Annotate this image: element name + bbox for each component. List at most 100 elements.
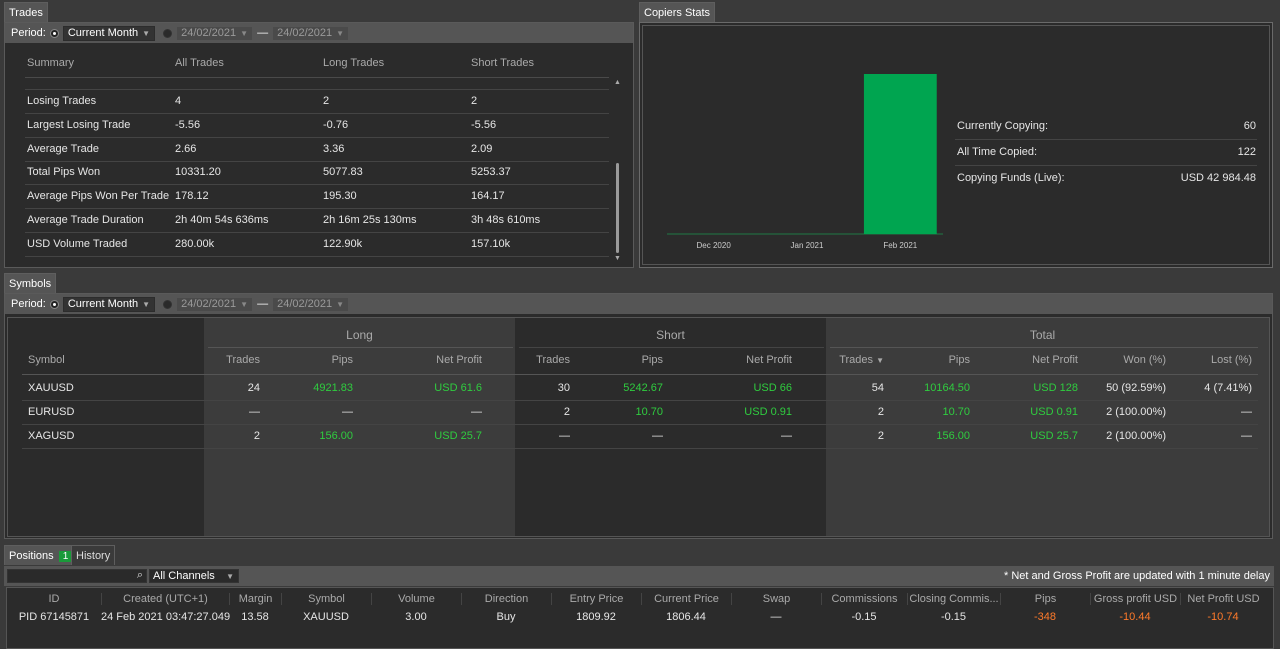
date-from-input[interactable]: 24/02/2021 ▼: [176, 296, 254, 312]
summary-row-label: USD Volume Traded: [27, 237, 128, 250]
tab-trades[interactable]: Trades: [4, 2, 48, 22]
sort-desc-icon: ▼: [876, 356, 884, 365]
symbol-cell-lnp: USD 25.7: [434, 430, 482, 442]
chart-x-tick-label: Dec 2020: [697, 241, 732, 250]
symbol-cell-lp: —: [342, 406, 353, 418]
symbol-cell-won: 2 (100.00%): [1106, 430, 1166, 442]
column-header-long-net-profit[interactable]: Net Profit: [436, 354, 482, 366]
positions-search-input[interactable]: ⌕: [7, 569, 147, 583]
search-icon[interactable]: ⌕: [136, 569, 143, 581]
copiers-inner: Dec 2020 Jan 2021 Feb 2021 Currently Copyi…: [642, 25, 1270, 265]
column-header-commissions[interactable]: Commissions: [821, 593, 907, 605]
summary-cell-short: 164.17: [471, 190, 505, 203]
period-select[interactable]: Current Month ▼: [62, 296, 156, 312]
date-from-input[interactable]: 24/02/2021 ▼: [176, 25, 254, 41]
copiers-stat-label: All Time Copied:: [957, 146, 1038, 158]
column-header-swap[interactable]: Swap: [731, 593, 821, 605]
column-header-total-pips[interactable]: Pips: [948, 354, 970, 366]
symbol-cell-tnp: USD 25.7: [1030, 430, 1078, 442]
column-header-symbol[interactable]: Symbol: [281, 593, 371, 605]
summary-row-label: Total Pips Won: [27, 166, 101, 179]
summary-cell-all: 2.66: [175, 142, 197, 155]
period-radio-custom[interactable]: [163, 299, 173, 309]
tab-history[interactable]: History: [71, 545, 116, 565]
copiers-stat-value: 122: [1237, 146, 1256, 158]
chevron-down-icon: ▼: [240, 299, 249, 309]
position-cell-swap: —: [770, 611, 782, 623]
column-header-total-trades[interactable]: Trades ▼: [808, 354, 884, 366]
symbol-name: EURUSD: [28, 406, 75, 418]
group-header-total: Total: [1029, 328, 1056, 342]
scroll-up-icon[interactable]: ▲: [614, 79, 621, 86]
symbol-cell-won: 2 (100.00%): [1106, 406, 1166, 418]
channel-select[interactable]: All Channels ▼: [149, 569, 239, 583]
positions-count-badge: 1: [58, 551, 73, 562]
period-select-value: Current Month: [67, 297, 139, 310]
summary-cell-all: -5.56: [175, 118, 201, 131]
column-header-long-pips[interactable]: Pips: [331, 354, 353, 366]
symbol-cell-sp: —: [652, 430, 663, 442]
chart-bar-2[interactable]: [863, 74, 937, 234]
column-header-id[interactable]: ID: [48, 593, 60, 605]
summary-cell-long: 2: [323, 95, 330, 107]
symbol-cell-lt: 2: [253, 430, 260, 442]
column-header-pips[interactable]: Pips: [1000, 593, 1090, 605]
symbol-cell-tp: 156.00: [936, 430, 970, 442]
date-to-input[interactable]: 24/02/2021 ▼: [272, 296, 350, 312]
position-cell-symbol: XAUUSD: [303, 611, 349, 623]
symbol-cell-lnp: —: [471, 406, 482, 418]
summary-cell-short: 3h 48s 610ms: [471, 214, 541, 226]
column-header-gross-profit[interactable]: Gross profit USD: [1090, 593, 1180, 605]
row-divider: [955, 139, 1257, 140]
long-group-bg: [204, 318, 515, 536]
group-divider: [519, 347, 824, 348]
symbol-name: XAUUSD: [28, 382, 74, 394]
symbol-cell-tnp: USD 0.91: [1030, 406, 1078, 418]
symbol-cell-snp: USD 66: [753, 382, 792, 394]
chart-x-tick-label: Jan 2021: [791, 241, 824, 250]
summary-cell-long: 122.90k: [323, 237, 363, 250]
period-radio-custom[interactable]: [163, 28, 173, 38]
total-trades-label: Trades: [839, 354, 874, 366]
symbol-cell-won: 50 (92.59%): [1106, 382, 1166, 394]
column-header-short-net-profit[interactable]: Net Profit: [746, 354, 792, 366]
column-header-short-pips[interactable]: Pips: [641, 354, 663, 366]
scroll-down-icon[interactable]: ▼: [614, 255, 621, 262]
symbol-cell-lt: 24: [247, 382, 260, 394]
summary-cell-short: 2.09: [471, 142, 493, 155]
column-header-long-trades[interactable]: Trades: [226, 354, 260, 366]
symbol-cell-lt: —: [249, 406, 260, 418]
column-header-margin[interactable]: Margin: [229, 593, 281, 605]
summary-cell-all: 280.00k: [175, 237, 215, 250]
column-header-net-profit[interactable]: Net Profit USD: [1180, 593, 1266, 605]
column-header-won[interactable]: Won (%): [1123, 354, 1166, 366]
column-header-closing-commissions[interactable]: Closing Commis...: [907, 593, 1000, 605]
tab-positions[interactable]: Positions 1: [4, 545, 78, 565]
date-to-input[interactable]: 24/02/2021 ▼: [272, 25, 350, 41]
tab-copiers-stats[interactable]: Copiers Stats: [639, 2, 716, 22]
chart-x-tick-label: Feb 2021: [883, 241, 917, 250]
summary-row-label: Losing Trades: [27, 95, 97, 107]
column-header-direction[interactable]: Direction: [461, 593, 551, 605]
column-header-lost[interactable]: Lost (%): [1211, 354, 1252, 366]
column-header-total-net-profit[interactable]: Net Profit: [1032, 354, 1078, 366]
column-header-created[interactable]: Created (UTC+1): [101, 593, 229, 605]
column-header-current-price[interactable]: Current Price: [641, 593, 731, 605]
period-radio-preset[interactable]: [49, 28, 59, 38]
column-header-volume[interactable]: Volume: [371, 593, 461, 605]
column-header-symbol[interactable]: Symbol: [28, 354, 65, 366]
period-select-value: Current Month: [67, 26, 139, 39]
period-radio-preset[interactable]: [49, 299, 59, 309]
row-divider: [25, 160, 609, 162]
period-label: Period:: [11, 298, 46, 310]
positions-toolbar: ⌕ All Channels ▼ * Net and Gross Profit …: [4, 566, 1274, 586]
column-header-entry-price[interactable]: Entry Price: [551, 593, 641, 605]
scroll-thumb[interactable]: [616, 163, 619, 253]
symbol-cell-tnp: USD 128: [1033, 382, 1078, 394]
trades-scrollbar[interactable]: ▲ ▼: [613, 79, 623, 265]
period-select[interactable]: Current Month ▼: [62, 25, 156, 41]
positions-table: ID Created (UTC+1) Margin Symbol Volume Direc…: [6, 587, 1274, 649]
column-header-short-trades[interactable]: Trades: [536, 354, 570, 366]
tab-symbols[interactable]: Symbols: [4, 273, 57, 293]
symbol-cell-lnp: USD 61.6: [434, 382, 482, 394]
